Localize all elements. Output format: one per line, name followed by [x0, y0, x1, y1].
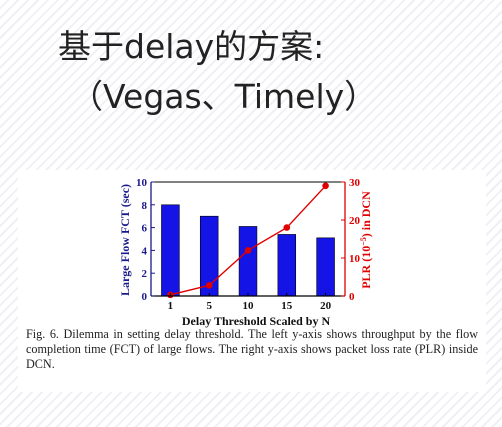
left-tick-label-8: 8 [142, 200, 148, 212]
plr-point-20 [322, 182, 329, 190]
right-axis-title-sup: −5 [359, 237, 368, 246]
right-tick-label-0: 0 [349, 291, 355, 303]
right-axis-title-suffix: ) in DCN [359, 191, 373, 237]
slide-title: 基于delay的方案: （Vegas、Timely） [0, 0, 502, 160]
title-line-2: （Vegas、Timely） [70, 77, 378, 116]
bar-15 [277, 234, 297, 297]
right-tick-label-20: 20 [349, 215, 361, 227]
figure-panel: 0 2 4 6 8 10 0 10 20 30 1 5 10 15 20 Large Flow FCT (s… [18, 170, 486, 392]
x-tick-label-10: 10 [243, 300, 255, 312]
bar-1 [161, 204, 180, 297]
title-line-1: 基于delay的方案: [58, 27, 325, 66]
figure-caption: Fig. 6. Dilemma in setting delay thresho… [26, 327, 478, 371]
bar-20 [316, 237, 335, 297]
right-tick-label-30: 30 [349, 177, 361, 189]
x-tick-label-1: 1 [168, 300, 174, 312]
x-tick-label-15: 15 [281, 300, 293, 312]
left-tick-label-0: 0 [142, 291, 148, 303]
plr-point-5 [205, 282, 213, 289]
right-axis-title: PLR (10−5) in DCN [359, 191, 374, 289]
left-tick-label-2: 2 [142, 268, 148, 280]
plr-point-15 [283, 224, 291, 231]
left-axis-title: Large Flow FCT (sec) [118, 184, 132, 296]
left-tick-label-4: 4 [142, 245, 148, 257]
left-tick-label-10: 10 [136, 177, 148, 189]
x-axis-title: Delay Threshold Scaled by N [182, 314, 331, 328]
bar-10 [238, 226, 258, 297]
x-tick-label-20: 20 [320, 300, 332, 312]
left-tick-label-6: 6 [142, 223, 148, 235]
x-tick-label-5: 5 [206, 300, 212, 312]
right-axis-title-prefix: PLR (10 [359, 246, 373, 289]
right-tick-label-10: 10 [349, 253, 361, 265]
plr-point-10 [244, 247, 252, 254]
